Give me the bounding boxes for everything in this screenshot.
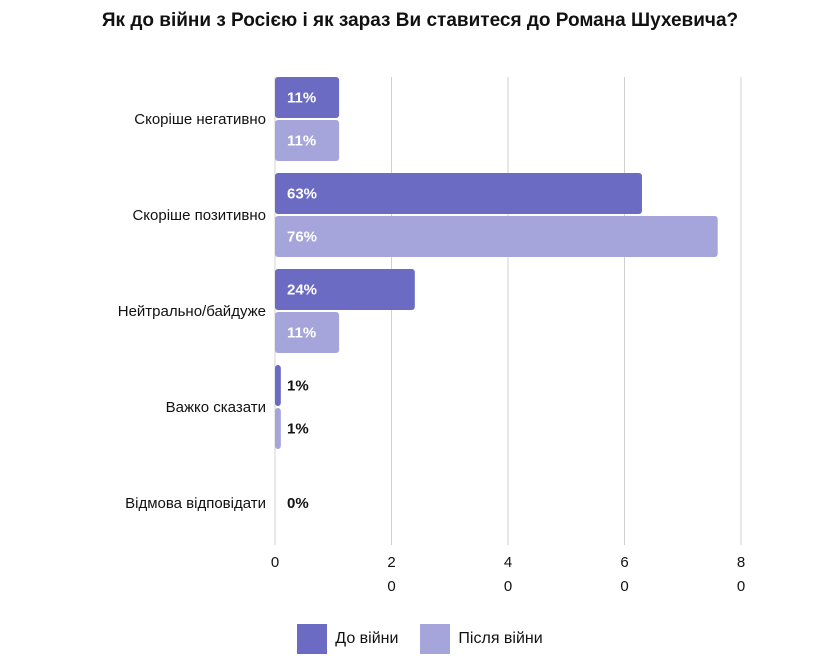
x-axis-ticks: 0 2 0 4 0 6 0 8 0 — [271, 554, 745, 595]
x-tick-label: 2 — [387, 554, 395, 571]
data-label: 1% — [287, 378, 309, 395]
chart-title: Як до війни з Росією і як зараз Ви стави… — [101, 10, 739, 31]
legend: До війни Після війни — [0, 624, 840, 654]
x-tick-label: 8 — [737, 554, 745, 571]
category-label: Нейтрально/байдуже — [118, 303, 266, 320]
category-label: Скоріше позитивно — [132, 207, 266, 224]
legend-label: Після війни — [458, 630, 543, 647]
bars — [275, 77, 718, 449]
bar — [275, 173, 642, 214]
x-tick-label: 0 — [620, 578, 628, 595]
bar — [275, 408, 281, 449]
x-tick-label: 0 — [504, 578, 512, 595]
data-label: 76% — [287, 229, 317, 246]
data-label: 24% — [287, 282, 317, 299]
category-label: Важко сказати — [166, 399, 266, 416]
bar — [275, 77, 340, 118]
bar — [275, 312, 340, 353]
bar — [275, 269, 415, 310]
x-tick-label: 4 — [504, 554, 512, 571]
category-label: Скоріше негативно — [134, 111, 266, 128]
bar-chart: 11% 11% 63% 76% 24% 11% 1% 1% 0% Скоріше негатив… — [118, 77, 745, 595]
x-tick-label: 0 — [387, 578, 395, 595]
legend-item: До війни — [297, 624, 398, 654]
legend-item: Після війни — [420, 624, 543, 654]
x-tick-label: 0 — [271, 554, 279, 571]
x-tick-label: 0 — [737, 578, 745, 595]
data-label: 1% — [287, 421, 309, 438]
category-label: Відмова відповідати — [125, 495, 266, 512]
legend-label: До війни — [335, 630, 399, 647]
data-label: 11% — [287, 133, 316, 150]
x-tick-label: 6 — [620, 554, 628, 571]
legend-swatch — [297, 624, 328, 654]
bar — [275, 120, 340, 161]
legend-swatch — [420, 624, 451, 654]
data-label: 11% — [287, 90, 316, 107]
category-labels: Скоріше негативно Скоріше позитивно Нейтра… — [118, 111, 266, 512]
bar — [275, 216, 718, 257]
grid-lines — [274, 77, 742, 545]
data-label: 11% — [287, 325, 316, 342]
data-label: 63% — [287, 186, 317, 203]
value-labels: 11% 11% 63% 76% 24% 11% 1% 1% 0% — [287, 90, 317, 513]
bar — [275, 365, 281, 406]
data-label: 0% — [287, 495, 309, 512]
